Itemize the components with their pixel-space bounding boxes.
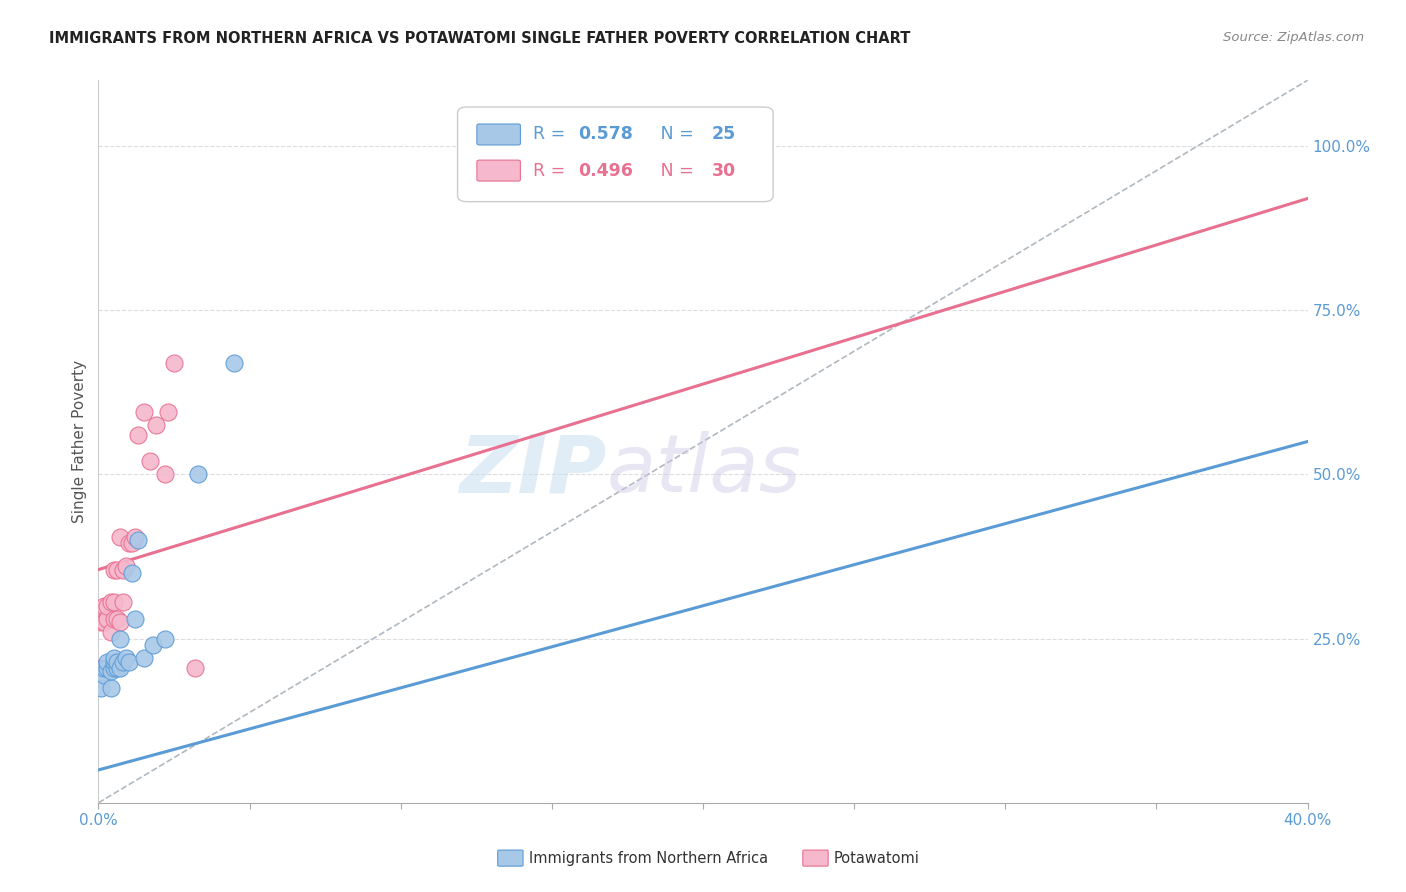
Point [100,665,122,679]
Text: N =: N = [644,126,699,144]
Text: Source: ZipAtlas.com: Source: ZipAtlas.com [1223,31,1364,45]
Text: 30: 30 [711,161,735,179]
Point [124,530,146,544]
Point [145,418,167,433]
Point [100,625,122,640]
Point [96,612,118,626]
Point [100,595,122,609]
Y-axis label: Single Father Poverty: Single Father Poverty [72,360,87,523]
Point [555,139,578,153]
Point [90,681,112,695]
Point [103,661,125,675]
Text: R =: R = [533,126,571,144]
Point [139,454,162,468]
Point [224,356,246,370]
Point [96,655,118,669]
Text: IMMIGRANTS FROM NORTHERN AFRICA VS POTAWATOMI SINGLE FATHER POVERTY CORRELATION : IMMIGRANTS FROM NORTHERN AFRICA VS POTAW… [49,31,911,46]
Point [108,615,131,630]
Point [121,566,143,580]
Point [184,661,207,675]
Point [127,428,149,442]
Point [156,405,179,419]
Text: N =: N = [644,161,699,179]
Point [108,661,131,675]
FancyBboxPatch shape [457,107,773,202]
Text: 0.578: 0.578 [578,126,633,144]
Text: 0.496: 0.496 [578,161,633,179]
Text: 25: 25 [711,126,735,144]
FancyBboxPatch shape [477,124,520,145]
Point [132,405,155,419]
Text: Immigrants from Northern Africa: Immigrants from Northern Africa [529,851,768,865]
FancyBboxPatch shape [477,161,520,181]
Point [103,612,125,626]
Point [118,536,141,550]
Point [111,563,134,577]
Text: atlas: atlas [606,432,801,509]
Point [114,559,136,574]
Text: R =: R = [533,161,571,179]
Point [163,356,186,370]
Point [93,667,115,681]
Point [96,661,118,675]
Point [153,632,176,646]
Point [90,661,112,675]
Point [93,599,115,613]
Point [111,595,134,609]
Point [105,563,128,577]
Point [124,612,146,626]
Point [105,655,128,669]
Point [118,655,141,669]
Point [103,651,125,665]
Point [187,467,209,482]
Point [108,530,131,544]
Point [103,595,125,609]
Point [103,563,125,577]
Text: Potawatomi: Potawatomi [834,851,920,865]
Point [132,651,155,665]
Point [103,655,125,669]
Point [96,599,118,613]
Point [93,615,115,630]
Point [142,638,165,652]
Point [121,536,143,550]
Point [90,615,112,630]
Point [105,612,128,626]
Point [108,632,131,646]
Point [93,661,115,675]
Text: ZIP: ZIP [458,432,606,509]
Point [105,661,128,675]
Point [111,655,134,669]
Point [100,681,122,695]
Point [153,467,176,482]
Point [114,651,136,665]
Point [127,533,149,547]
